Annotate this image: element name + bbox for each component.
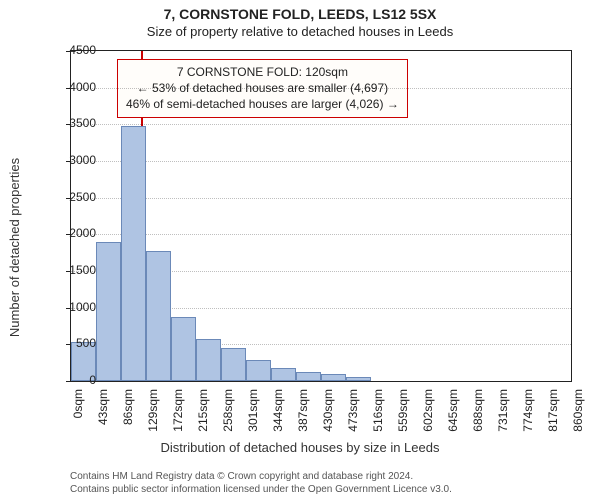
histogram-bar [346,377,371,381]
histogram-bar [296,372,321,381]
y-tick-label: 3500 [46,116,96,130]
y-axis-label: Number of detached properties [7,158,22,337]
histogram-bar [246,360,271,381]
chart-subtitle: Size of property relative to detached ho… [0,24,600,39]
y-tick-label: 4000 [46,80,96,94]
chart-title: 7, CORNSTONE FOLD, LEEDS, LS12 5SX [0,6,600,22]
x-axis-label: Distribution of detached houses by size … [0,440,600,455]
y-tick-label: 0 [46,373,96,387]
histogram-bar [96,242,121,381]
callout-line-3: 46% of semi-detached houses are larger (… [126,96,399,112]
gridline [71,234,571,235]
y-tick-label: 1000 [46,300,96,314]
histogram-bar [196,339,221,381]
histogram-bar [146,251,171,381]
gridline [71,198,571,199]
footer-line-2: Contains public sector information licen… [70,484,590,497]
histogram-bar [171,317,196,381]
gridline [71,161,571,162]
y-tick-label: 2000 [46,226,96,240]
histogram-bar [121,126,146,381]
gridline [71,88,571,89]
histogram-bar [321,374,346,381]
footer-line-1: Contains HM Land Registry data © Crown c… [70,471,590,484]
plot-area: 7 CORNSTONE FOLD: 120sqm ← 53% of detach… [70,50,572,382]
y-tick-label: 1500 [46,263,96,277]
y-tick-label: 3000 [46,153,96,167]
histogram-bar [221,348,246,381]
y-tick-label: 500 [46,336,96,350]
callout-line-1: 7 CORNSTONE FOLD: 120sqm [126,64,399,80]
y-tick-label: 2500 [46,190,96,204]
histogram-bar [271,368,296,381]
y-tick-label: 4500 [46,43,96,57]
footer-attribution: Contains HM Land Registry data © Crown c… [70,471,590,496]
gridline [71,124,571,125]
